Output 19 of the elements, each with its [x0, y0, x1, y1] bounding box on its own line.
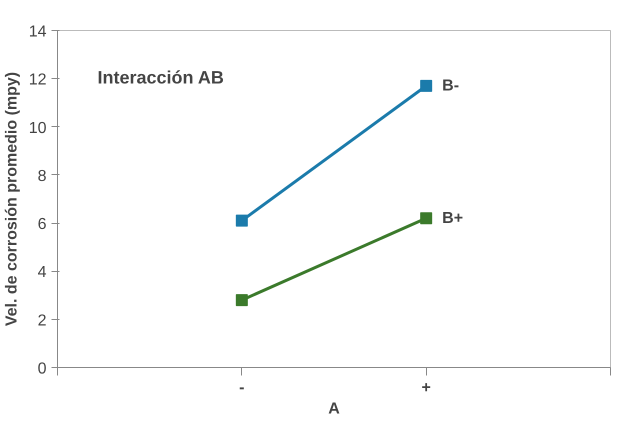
- y-axis-title: Vel. de corrosión promedio (mpy): [4, 72, 21, 326]
- series-label: B+: [442, 210, 464, 227]
- y-tick-label: 0: [38, 360, 47, 378]
- point: [420, 80, 432, 92]
- y-tick-label: 4: [38, 264, 47, 282]
- annotation: Interacción AB: [98, 68, 224, 88]
- x-axis-title: A: [328, 400, 340, 418]
- y-tick-label: 8: [38, 168, 47, 185]
- point: [236, 214, 248, 227]
- point: [420, 212, 432, 224]
- x-tick-label: +: [421, 380, 431, 396]
- y-tick-label: 2: [38, 312, 47, 330]
- x-tick-label: -: [239, 380, 244, 396]
- y-tick-label: 12: [28, 72, 47, 89]
- point: [236, 294, 248, 306]
- y-tick-label: 14: [28, 24, 47, 40]
- series-label: B-: [442, 77, 460, 94]
- y-tick-label: 6: [38, 216, 47, 234]
- y-tick-label: 10: [28, 120, 47, 137]
